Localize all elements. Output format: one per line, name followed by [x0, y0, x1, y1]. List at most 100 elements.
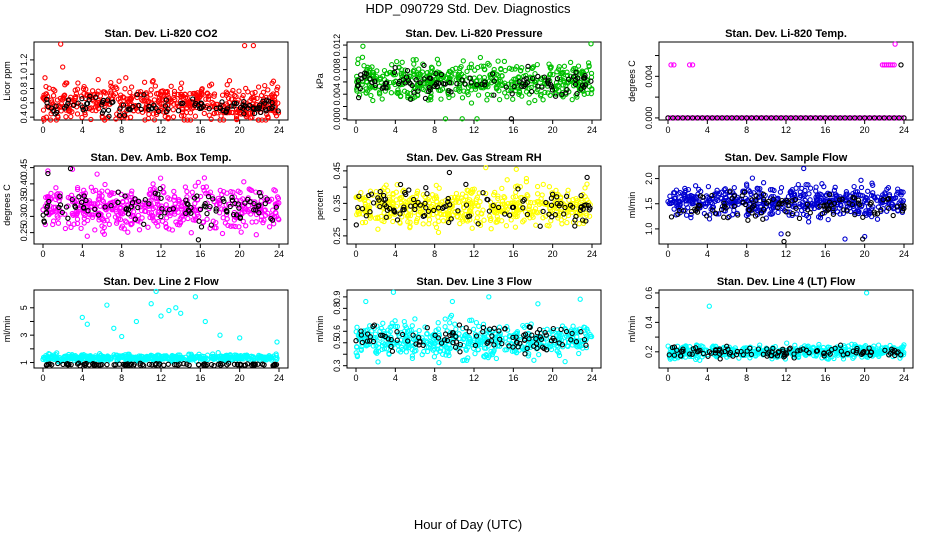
data-point [422, 324, 428, 330]
y-tick-label: 0.2 [644, 346, 654, 359]
x-tick-label: 8 [119, 125, 124, 135]
data-point [424, 70, 430, 76]
data-point [731, 185, 737, 191]
x-tick-label: 12 [781, 125, 791, 135]
data-point [40, 107, 47, 113]
data-point [475, 210, 481, 216]
data-point [697, 115, 703, 121]
data-point [695, 202, 701, 208]
data-point [217, 332, 223, 338]
data-point [158, 88, 164, 95]
data-point [555, 66, 562, 72]
data-point [225, 360, 232, 366]
data-point [433, 182, 439, 189]
data-point [364, 88, 371, 94]
x-tick-label: 8 [744, 373, 749, 383]
data-point [581, 324, 587, 330]
data-point [412, 206, 418, 213]
data-point [123, 75, 129, 81]
data-point [377, 188, 383, 195]
x-tick-label: 12 [469, 125, 479, 135]
data-point [680, 192, 687, 198]
data-point [680, 115, 686, 121]
data-point [171, 88, 178, 95]
x-tick-label: 8 [119, 249, 124, 259]
data-point [840, 210, 847, 217]
data-point [152, 190, 158, 196]
data-point [221, 198, 227, 205]
x-tick-label: 20 [235, 125, 245, 135]
data-point [411, 90, 417, 96]
data-point [716, 115, 723, 121]
data-point [842, 236, 848, 242]
data-point [868, 192, 875, 199]
x-tick-label: 16 [508, 373, 518, 383]
data-point [113, 362, 119, 368]
data-point [61, 353, 68, 360]
data-point [484, 340, 490, 346]
data-point [379, 96, 385, 102]
x-tick-label: 8 [744, 249, 749, 259]
data-point [849, 115, 856, 121]
data-point [792, 196, 799, 203]
data-point [550, 71, 556, 78]
data-point [160, 104, 166, 110]
data-point [778, 115, 784, 121]
data-point [510, 96, 516, 102]
data-point [582, 185, 588, 191]
series-2 [44, 91, 281, 119]
data-point [736, 197, 743, 203]
data-point [407, 219, 413, 225]
y-axis-label: degrees C [2, 184, 12, 226]
data-point [491, 342, 497, 348]
data-point [526, 206, 532, 212]
data-point [49, 99, 55, 105]
data-point [447, 80, 453, 86]
series-2 [353, 322, 589, 357]
data-point [163, 215, 170, 221]
data-point [465, 355, 471, 361]
data-point [245, 196, 251, 203]
data-point [694, 115, 701, 121]
data-point [467, 189, 473, 195]
y-tick-label: 0.6 [644, 287, 654, 300]
data-point [506, 65, 513, 71]
data-point [548, 64, 554, 70]
data-point [508, 79, 515, 85]
data-point [436, 218, 442, 224]
data-point [211, 363, 217, 369]
data-point [230, 87, 236, 94]
data-point [742, 189, 748, 195]
data-point [100, 198, 107, 205]
data-point [362, 219, 369, 225]
data-point [535, 301, 541, 307]
data-point [146, 111, 152, 117]
data-point [271, 187, 277, 193]
data-point [146, 361, 153, 368]
data-point [117, 106, 123, 112]
data-point [854, 115, 860, 121]
data-point [532, 71, 538, 77]
data-point [258, 109, 264, 116]
data-point [66, 220, 72, 226]
data-point [410, 196, 417, 203]
data-point [375, 214, 381, 220]
data-point [82, 112, 88, 118]
data-point [436, 185, 442, 191]
data-point [390, 289, 397, 295]
data-point [188, 230, 194, 236]
data-point [142, 208, 148, 214]
data-point [364, 331, 371, 337]
data-point [688, 214, 694, 221]
data-point [452, 71, 458, 77]
data-point [71, 221, 77, 227]
data-point [253, 232, 259, 238]
data-point [129, 188, 135, 194]
data-point [163, 97, 169, 103]
data-point [573, 76, 579, 83]
data-point [105, 212, 112, 218]
data-point [119, 333, 125, 340]
data-point [558, 217, 564, 223]
y-axis-label: Licor ppm [2, 61, 12, 101]
